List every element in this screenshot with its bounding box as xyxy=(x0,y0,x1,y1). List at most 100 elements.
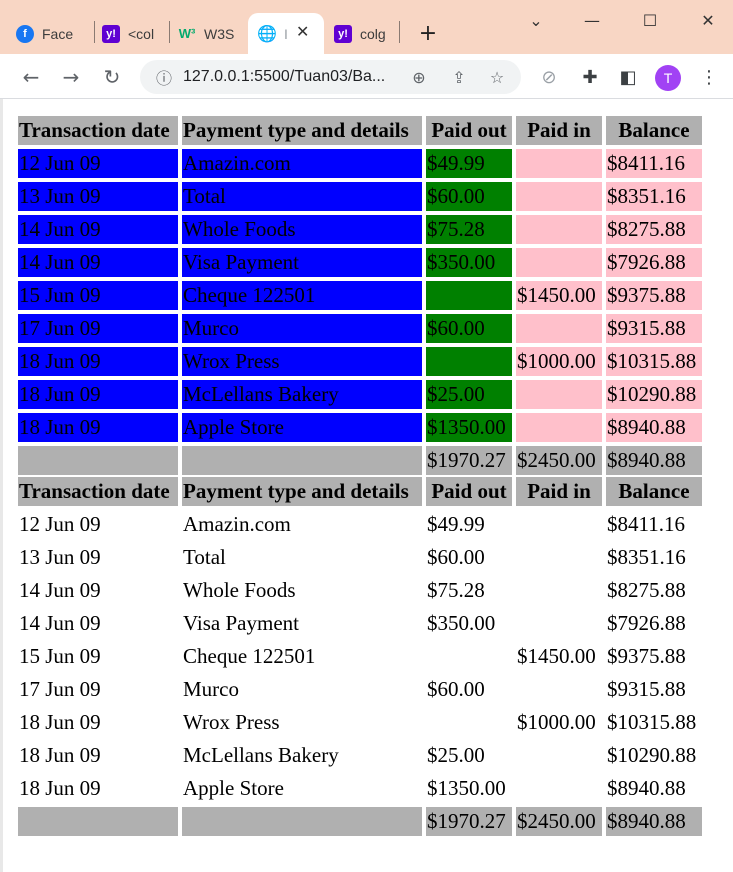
table-row: 17 Jun 09 Murco $60.00 $9315.88 xyxy=(18,675,702,704)
star-icon[interactable]: ☆ xyxy=(489,67,505,87)
total-balance: $8940.88 xyxy=(606,446,702,475)
maximize-button[interactable]: ☐ xyxy=(630,8,670,32)
extensions-icon[interactable]: ✚ xyxy=(582,66,598,88)
facebook-icon: f xyxy=(16,24,34,43)
cell-balance: $8411.16 xyxy=(606,510,702,539)
cell-payment-details: Murco xyxy=(182,314,422,343)
url-text[interactable]: 127.0.0.1:5500/Tuan03/Ba... xyxy=(183,68,386,85)
cell-paid-in xyxy=(516,576,602,605)
cell-balance: $8351.16 xyxy=(606,182,702,211)
styled-transactions-table: Transaction date Payment type and detail… xyxy=(14,112,706,479)
cell-payment-details: Wrox Press xyxy=(182,347,422,376)
cell-transaction-date: 14 Jun 09 xyxy=(18,609,178,638)
cell-payment-details: Wrox Press xyxy=(182,708,422,737)
cell-paid-in xyxy=(516,314,602,343)
close-tab-icon[interactable]: ✕ xyxy=(296,22,310,41)
address-bar[interactable]: ⓘ 127.0.0.1:5500/Tuan03/Ba... ⊕ ⇪ ☆ xyxy=(140,60,521,94)
header-row: Transaction date Payment type and detail… xyxy=(18,477,702,506)
cell-paid-out xyxy=(426,347,512,376)
plain-transactions-table: Transaction date Payment type and detail… xyxy=(14,473,706,840)
cell-payment-details: Cheque 122501 xyxy=(182,281,422,310)
cell-paid-out xyxy=(426,642,512,671)
cell-paid-out: $49.99 xyxy=(426,510,512,539)
cell-paid-out: $60.00 xyxy=(426,182,512,211)
side-panel-icon[interactable]: ◧ xyxy=(619,66,637,88)
reload-button[interactable]: ↻ xyxy=(97,62,127,92)
compass-icon[interactable]: ⊘ xyxy=(541,66,557,88)
cell-paid-in: $1450.00 xyxy=(516,281,602,310)
cell-balance: $7926.88 xyxy=(606,248,702,277)
header-row: Transaction date Payment type and detail… xyxy=(18,116,702,145)
header-paid-in: Paid in xyxy=(516,477,602,506)
total-paid-out: $1970.27 xyxy=(426,446,512,475)
cell-transaction-date: 18 Jun 09 xyxy=(18,413,178,442)
forward-button[interactable]: → xyxy=(56,62,86,92)
cell-balance: $9375.88 xyxy=(606,281,702,310)
table-row: 15 Jun 09 Cheque 122501 $1450.00 $9375.88 xyxy=(18,281,702,310)
tab-yahoo-1[interactable]: y! <col xyxy=(102,13,170,54)
table-row: 18 Jun 09 Wrox Press $1000.00 $10315.88 xyxy=(18,347,702,376)
cell-balance: $8275.88 xyxy=(606,576,702,605)
cell-paid-out: $75.28 xyxy=(426,576,512,605)
cell-payment-details: Whole Foods xyxy=(182,576,422,605)
total-paid-out: $1970.27 xyxy=(426,807,512,836)
totals-row: $1970.27 $2450.00 $8940.88 xyxy=(18,446,702,475)
share-icon[interactable]: ⇪ xyxy=(452,67,466,87)
cell-paid-out: $1350.00 xyxy=(426,774,512,803)
cell-paid-out: $350.00 xyxy=(426,248,512,277)
cell-payment-details: McLellans Bakery xyxy=(182,741,422,770)
tab-w3schools[interactable]: W³ W3S xyxy=(178,25,235,42)
back-button[interactable]: ← xyxy=(16,62,46,92)
yahoo-icon: y! xyxy=(334,24,352,43)
cell-balance: $8351.16 xyxy=(606,543,702,572)
cell-payment-details: Apple Store xyxy=(182,413,422,442)
totals-blank xyxy=(18,446,178,475)
cell-transaction-date: 12 Jun 09 xyxy=(18,510,178,539)
zoom-icon[interactable]: ⊕ xyxy=(412,67,426,87)
info-icon[interactable]: ⓘ xyxy=(155,69,172,88)
menu-icon[interactable]: ⋮ xyxy=(700,66,718,88)
header-paid-out: Paid out xyxy=(426,116,512,145)
total-paid-in: $2450.00 xyxy=(516,807,602,836)
cell-paid-in xyxy=(516,609,602,638)
close-window-button[interactable]: ✕ xyxy=(688,8,728,32)
cell-paid-out: $350.00 xyxy=(426,609,512,638)
cell-paid-in xyxy=(516,413,602,442)
cell-transaction-date: 15 Jun 09 xyxy=(18,642,178,671)
tab-search-button[interactable]: ⌄ xyxy=(516,8,556,32)
cell-transaction-date: 18 Jun 09 xyxy=(18,708,178,737)
cell-balance: $10290.88 xyxy=(606,380,702,409)
cell-paid-in xyxy=(516,248,602,277)
left-edge xyxy=(0,99,3,872)
totals-blank xyxy=(182,807,422,836)
cell-payment-details: McLellans Bakery xyxy=(182,380,422,409)
cell-paid-out: $60.00 xyxy=(426,543,512,572)
header-transaction-date: Transaction date xyxy=(18,116,178,145)
cell-payment-details: Murco xyxy=(182,675,422,704)
cell-balance: $10290.88 xyxy=(606,741,702,770)
close-icon: ✕ xyxy=(701,10,715,30)
cell-payment-details: Visa Payment xyxy=(182,248,422,277)
cell-paid-out xyxy=(426,281,512,310)
header-balance: Balance xyxy=(606,116,702,145)
yahoo-icon: y! xyxy=(102,24,120,43)
cell-payment-details: Amazin.com xyxy=(182,510,422,539)
cell-paid-in xyxy=(516,149,602,178)
tab-yahoo-2[interactable]: y! colg xyxy=(334,13,400,54)
cell-payment-details: Cheque 122501 xyxy=(182,642,422,671)
globe-icon: 🌐 xyxy=(257,25,277,43)
cell-paid-out: $1350.00 xyxy=(426,413,512,442)
minimize-button[interactable]: — xyxy=(572,8,612,32)
cell-balance: $9315.88 xyxy=(606,314,702,343)
tab-facebook[interactable]: f Face xyxy=(16,13,95,54)
arrow-right-icon: → xyxy=(62,65,80,89)
avatar[interactable]: T xyxy=(655,65,681,91)
tab-strip: f Face y! <col W³ W3S 🌐 I ✕ y! colg + ⌄ … xyxy=(0,0,733,54)
cell-transaction-date: 14 Jun 09 xyxy=(18,576,178,605)
new-tab-button[interactable]: + xyxy=(414,13,442,54)
w3schools-icon: W³ xyxy=(178,26,196,41)
cell-payment-details: Apple Store xyxy=(182,774,422,803)
table-row: 18 Jun 09 McLellans Bakery $25.00 $10290.88 xyxy=(18,741,702,770)
tab-active[interactable]: 🌐 I ✕ xyxy=(248,13,324,54)
total-balance: $8940.88 xyxy=(606,807,702,836)
